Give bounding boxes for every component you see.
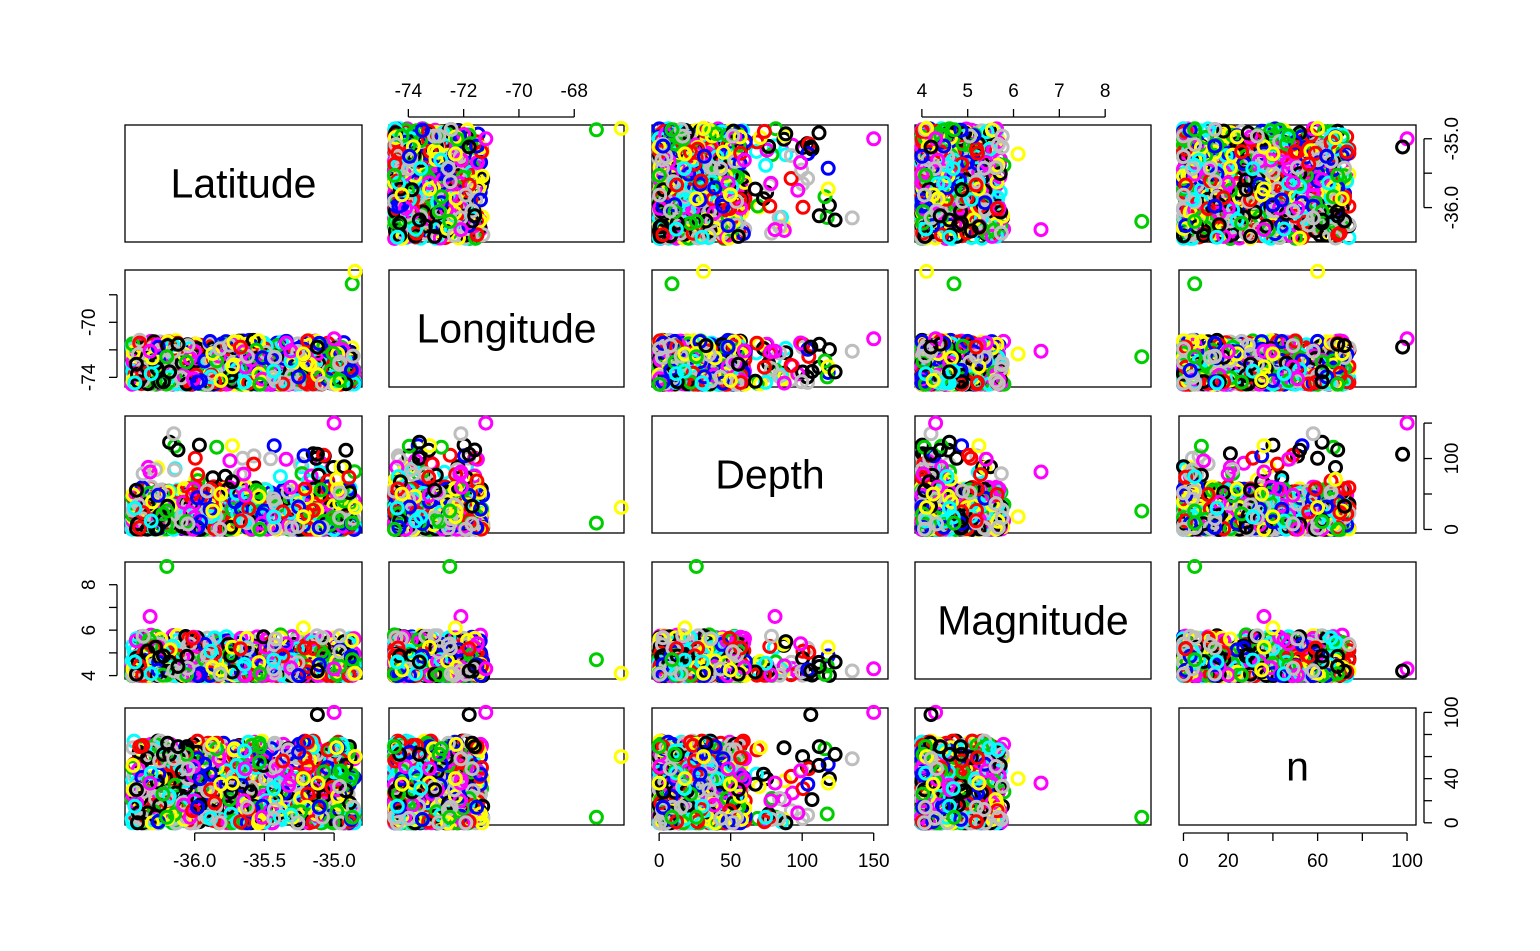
panel-Magnitude-Magnitude [914, 561, 1152, 680]
point [1033, 222, 1049, 238]
panel-Depth-Depth [651, 415, 889, 534]
point [469, 227, 485, 243]
panels: Latitude Longitude Depth Magnitude n [124, 124, 1417, 826]
point [394, 187, 410, 203]
points-Latitude-vs-Magnitude [914, 120, 1150, 246]
panel-Longitude-Longitude [388, 269, 625, 388]
point [778, 147, 794, 163]
points-Longitude-vs-Depth [651, 263, 882, 392]
point [344, 276, 360, 292]
point [783, 148, 799, 164]
point [453, 222, 469, 238]
point [347, 263, 363, 279]
point [440, 160, 456, 176]
point [811, 208, 827, 224]
point [427, 228, 443, 244]
point [389, 229, 405, 245]
point [474, 168, 490, 184]
point [402, 148, 417, 164]
point [392, 215, 408, 231]
point [783, 171, 799, 186]
diagonal-label-Longitude: Longitude [416, 306, 596, 352]
point [442, 213, 458, 229]
point [478, 131, 494, 147]
diagonal-label-n: n [1286, 744, 1309, 790]
point [461, 139, 477, 155]
point [844, 210, 860, 226]
point [766, 138, 782, 154]
point [413, 161, 429, 177]
point [793, 155, 809, 170]
point [447, 146, 463, 162]
point [422, 181, 437, 197]
panel-Magnitude-Longitude [388, 561, 625, 680]
point [452, 175, 468, 191]
panel-n-n [1178, 707, 1417, 826]
points [124, 120, 1415, 831]
point [433, 152, 449, 168]
point [458, 187, 474, 203]
point [1134, 213, 1150, 229]
point [795, 199, 811, 215]
points-Longitude-vs-Latitude [124, 263, 363, 392]
panel-Longitude-Magnitude [914, 269, 1152, 388]
point [387, 167, 402, 183]
point [443, 121, 459, 137]
point [469, 138, 485, 154]
point [866, 131, 882, 147]
point [431, 128, 447, 144]
panel-Depth-Longitude [388, 415, 625, 534]
point [421, 175, 437, 191]
diagonal-label-Latitude: Latitude [171, 161, 317, 207]
point [442, 174, 458, 190]
point [473, 192, 488, 208]
point [588, 122, 604, 138]
point [613, 120, 629, 136]
points-Latitude-vs-Longitude [387, 120, 629, 246]
point [433, 189, 449, 205]
point [414, 122, 430, 138]
point [388, 130, 403, 146]
point [467, 208, 483, 224]
point [411, 212, 427, 228]
point [811, 125, 827, 141]
diagonal-label-Magnitude: Magnitude [937, 598, 1128, 644]
point [1010, 146, 1026, 162]
point [431, 204, 447, 220]
point [827, 212, 843, 228]
points-Latitude-vs-n [1176, 120, 1415, 246]
diagonal-label-Depth: Depth [715, 452, 824, 498]
point [758, 157, 774, 173]
point [440, 166, 456, 182]
points-Latitude-vs-Depth [651, 120, 882, 246]
point [820, 160, 836, 176]
point [433, 195, 449, 211]
point [388, 137, 404, 152]
point [398, 200, 413, 216]
point [475, 227, 491, 243]
panel-Latitude-Latitude [124, 124, 363, 243]
point [747, 181, 763, 197]
